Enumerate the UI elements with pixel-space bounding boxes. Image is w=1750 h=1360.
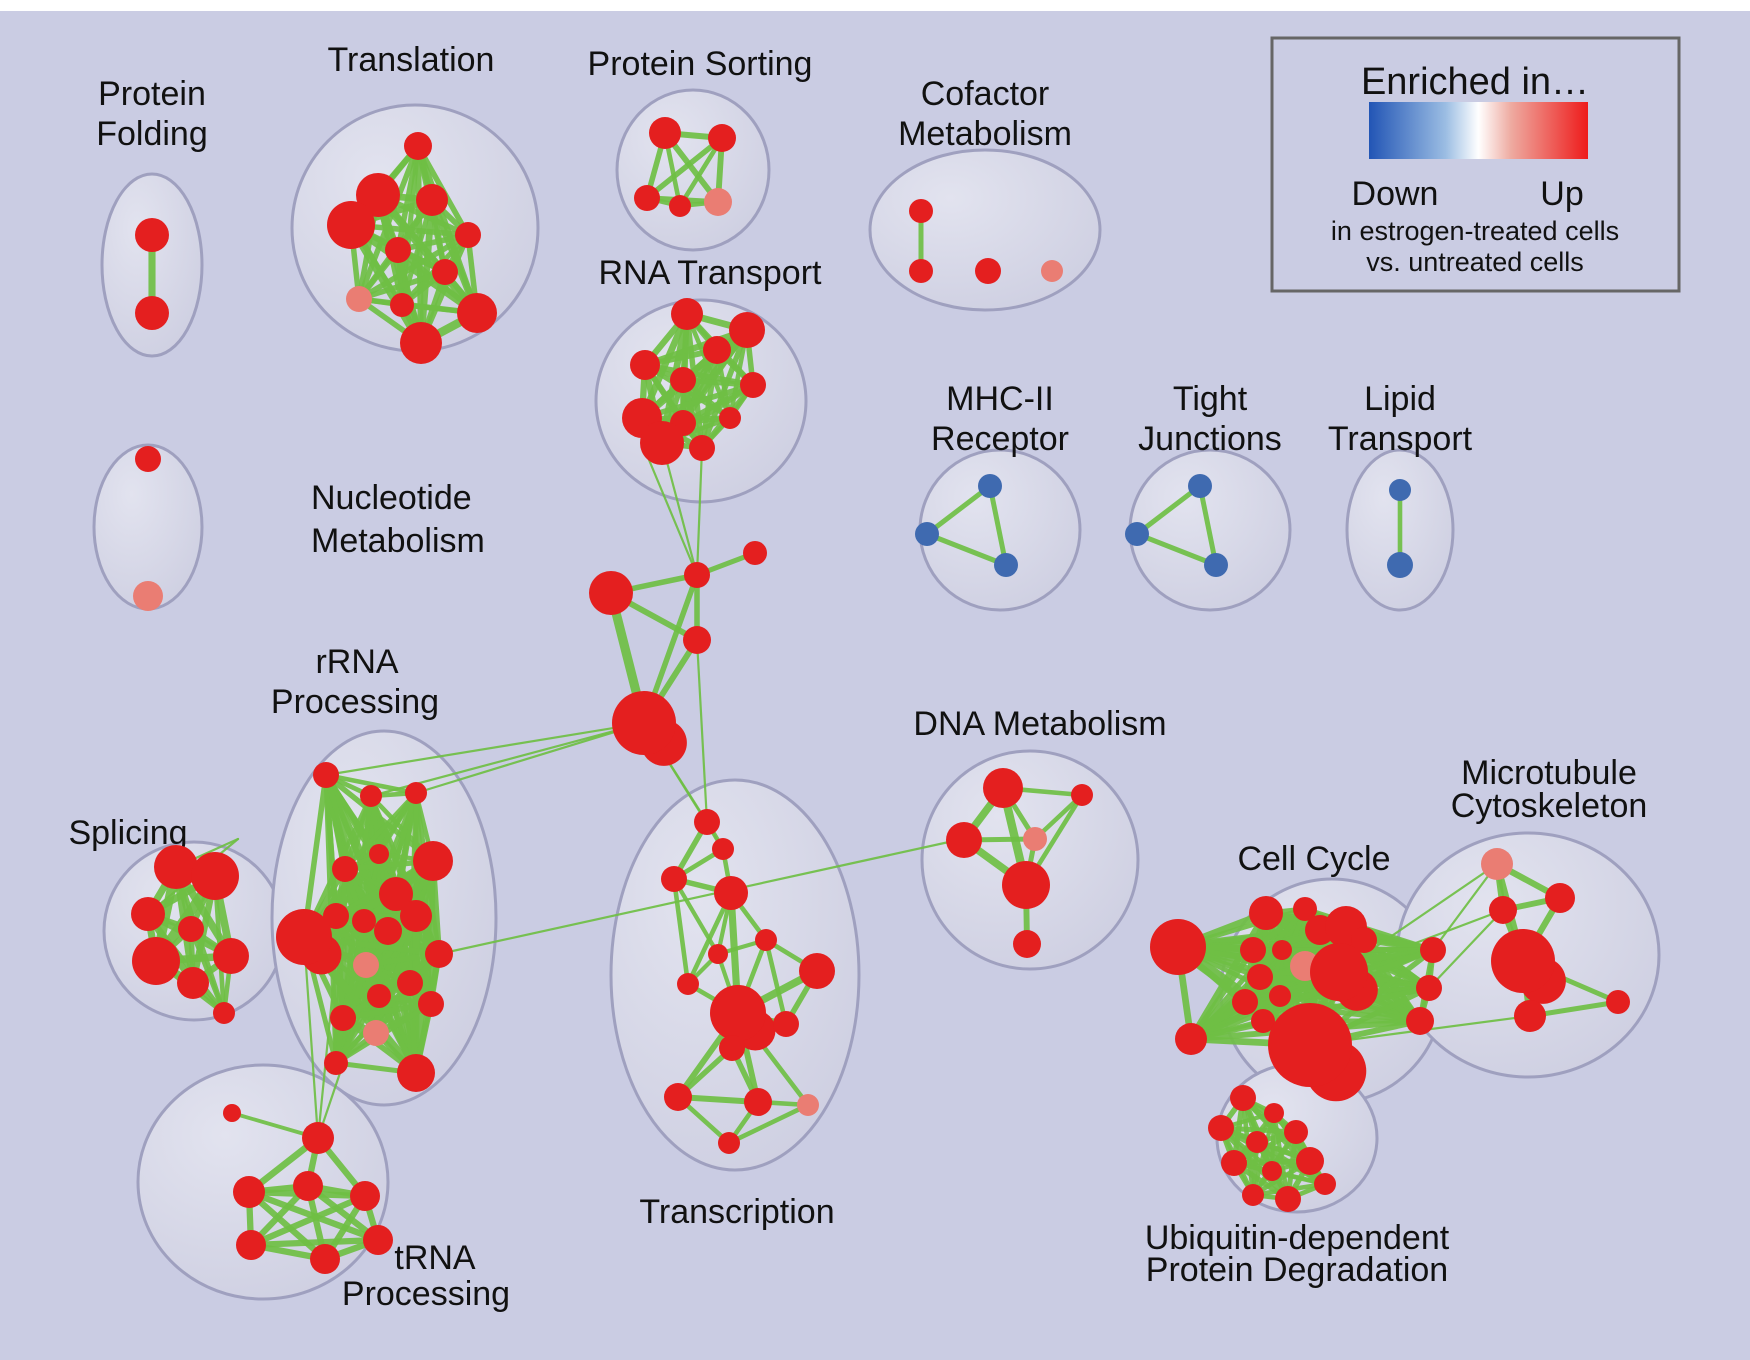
svg-text:rRNA: rRNA xyxy=(315,643,398,681)
svg-text:Receptor: Receptor xyxy=(931,420,1069,458)
svg-text:tRNA: tRNA xyxy=(394,1239,476,1277)
svg-text:Processing: Processing xyxy=(271,683,439,721)
svg-text:Transcription: Transcription xyxy=(639,1193,834,1231)
svg-text:Protein: Protein xyxy=(98,75,206,113)
svg-text:vs. untreated cells: vs. untreated cells xyxy=(1366,247,1584,277)
svg-text:RNA Transport: RNA Transport xyxy=(599,254,823,292)
svg-text:Junctions: Junctions xyxy=(1138,420,1282,458)
svg-text:Up: Up xyxy=(1540,175,1583,213)
svg-text:Cofactor: Cofactor xyxy=(921,75,1050,113)
svg-text:MHC-II: MHC-II xyxy=(946,380,1054,418)
svg-text:Tight: Tight xyxy=(1173,380,1248,418)
svg-text:Metabolism: Metabolism xyxy=(311,522,485,560)
svg-text:Cell Cycle: Cell Cycle xyxy=(1237,840,1390,878)
svg-text:Lipid: Lipid xyxy=(1364,380,1436,418)
svg-text:Transport: Transport xyxy=(1328,420,1473,458)
svg-text:Processing: Processing xyxy=(342,1275,510,1313)
svg-text:Metabolism: Metabolism xyxy=(898,115,1072,153)
svg-text:DNA Metabolism: DNA Metabolism xyxy=(913,705,1166,743)
svg-text:Protein Sorting: Protein Sorting xyxy=(588,45,813,83)
svg-text:Cytoskeleton: Cytoskeleton xyxy=(1451,787,1648,825)
svg-text:Translation: Translation xyxy=(328,41,495,79)
svg-text:in estrogen-treated cells: in estrogen-treated cells xyxy=(1331,216,1619,246)
svg-text:Down: Down xyxy=(1352,175,1439,213)
svg-text:Enriched in…: Enriched in… xyxy=(1361,61,1589,103)
svg-text:Folding: Folding xyxy=(96,115,208,153)
svg-text:Nucleotide: Nucleotide xyxy=(311,479,472,517)
svg-text:Protein Degradation: Protein Degradation xyxy=(1146,1251,1448,1289)
